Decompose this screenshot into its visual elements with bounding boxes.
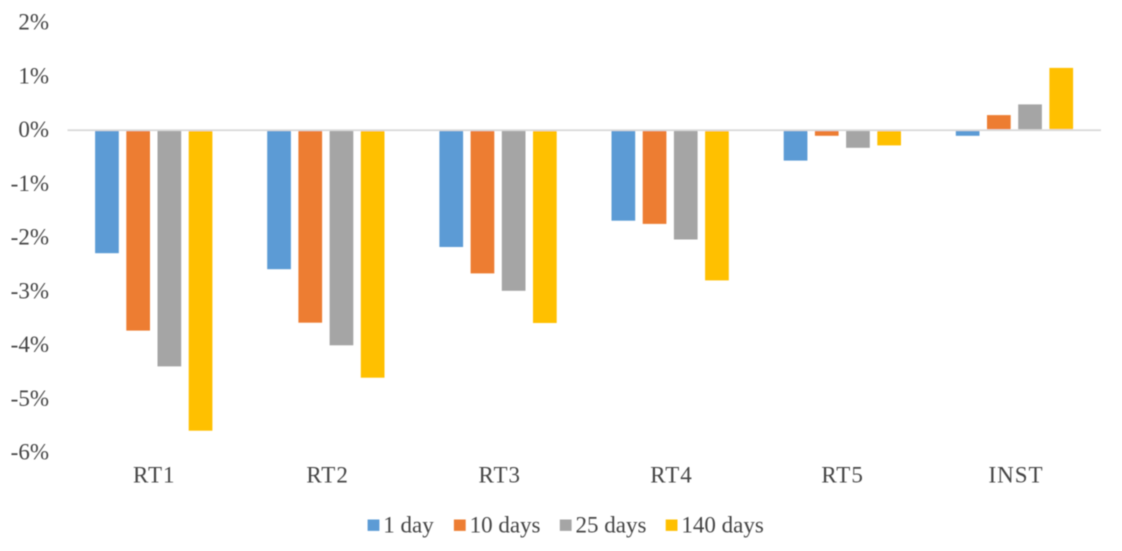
svg-text:0%: 0% xyxy=(18,117,49,142)
svg-text:-5%: -5% xyxy=(11,386,49,411)
svg-text:1%: 1% xyxy=(18,63,49,88)
svg-text:RT1: RT1 xyxy=(133,463,176,488)
svg-text:-4%: -4% xyxy=(11,332,49,357)
svg-text:INST: INST xyxy=(988,463,1043,488)
svg-text:-3%: -3% xyxy=(11,278,49,303)
svg-text:RT4: RT4 xyxy=(650,463,693,488)
svg-text:10 days: 10 days xyxy=(470,513,541,538)
svg-text:1 day: 1 day xyxy=(383,513,434,538)
svg-text:25 days: 25 days xyxy=(576,513,647,538)
svg-text:RT3: RT3 xyxy=(479,463,522,488)
svg-text:140 days: 140 days xyxy=(681,513,763,538)
svg-text:-6%: -6% xyxy=(11,440,49,465)
svg-text:RT2: RT2 xyxy=(306,463,349,488)
svg-text:2%: 2% xyxy=(18,10,49,35)
svg-text:RT5: RT5 xyxy=(821,463,864,488)
svg-text:-1%: -1% xyxy=(11,171,49,196)
svg-text:-2%: -2% xyxy=(11,225,49,250)
